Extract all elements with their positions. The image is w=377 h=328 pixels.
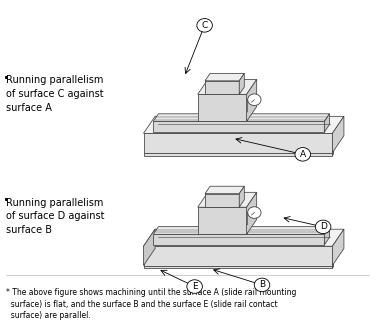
Circle shape: [174, 123, 178, 127]
Polygon shape: [324, 227, 329, 245]
Text: B: B: [259, 280, 265, 289]
Polygon shape: [205, 73, 244, 81]
Polygon shape: [198, 207, 247, 234]
Circle shape: [248, 94, 261, 106]
Circle shape: [298, 123, 302, 127]
Polygon shape: [247, 192, 257, 234]
Text: D: D: [320, 222, 326, 231]
Circle shape: [174, 236, 178, 239]
Polygon shape: [198, 192, 257, 207]
Circle shape: [248, 207, 261, 218]
Polygon shape: [198, 94, 247, 121]
Polygon shape: [205, 81, 239, 94]
Polygon shape: [239, 186, 244, 207]
Polygon shape: [153, 121, 324, 132]
Text: C: C: [201, 21, 208, 30]
Polygon shape: [205, 186, 244, 194]
Polygon shape: [144, 246, 333, 266]
Polygon shape: [333, 151, 334, 155]
Circle shape: [187, 280, 202, 293]
Polygon shape: [144, 153, 333, 155]
Polygon shape: [324, 114, 329, 132]
Polygon shape: [247, 79, 257, 121]
Polygon shape: [333, 264, 334, 269]
Polygon shape: [239, 73, 244, 94]
Text: * The above figure shows machining until the surface A (slide rail mounting
  su: * The above figure shows machining until…: [6, 288, 297, 320]
Text: Running parallelism
of surface C against
surface A: Running parallelism of surface C against…: [6, 75, 104, 113]
Polygon shape: [198, 79, 257, 94]
Circle shape: [295, 148, 311, 161]
Circle shape: [254, 278, 270, 292]
Polygon shape: [153, 234, 324, 245]
Polygon shape: [205, 194, 239, 207]
Text: Running parallelism
of surface D against
surface B: Running parallelism of surface D against…: [6, 198, 105, 235]
Polygon shape: [144, 133, 333, 153]
Circle shape: [298, 236, 302, 239]
Text: E: E: [192, 282, 198, 291]
Text: A: A: [300, 150, 306, 159]
Circle shape: [315, 220, 331, 234]
Polygon shape: [153, 227, 329, 234]
Polygon shape: [144, 229, 344, 246]
Polygon shape: [144, 229, 155, 266]
Circle shape: [197, 19, 212, 32]
Polygon shape: [333, 116, 344, 153]
Polygon shape: [333, 229, 344, 266]
Polygon shape: [144, 116, 344, 133]
Polygon shape: [153, 114, 329, 121]
Polygon shape: [144, 266, 333, 269]
